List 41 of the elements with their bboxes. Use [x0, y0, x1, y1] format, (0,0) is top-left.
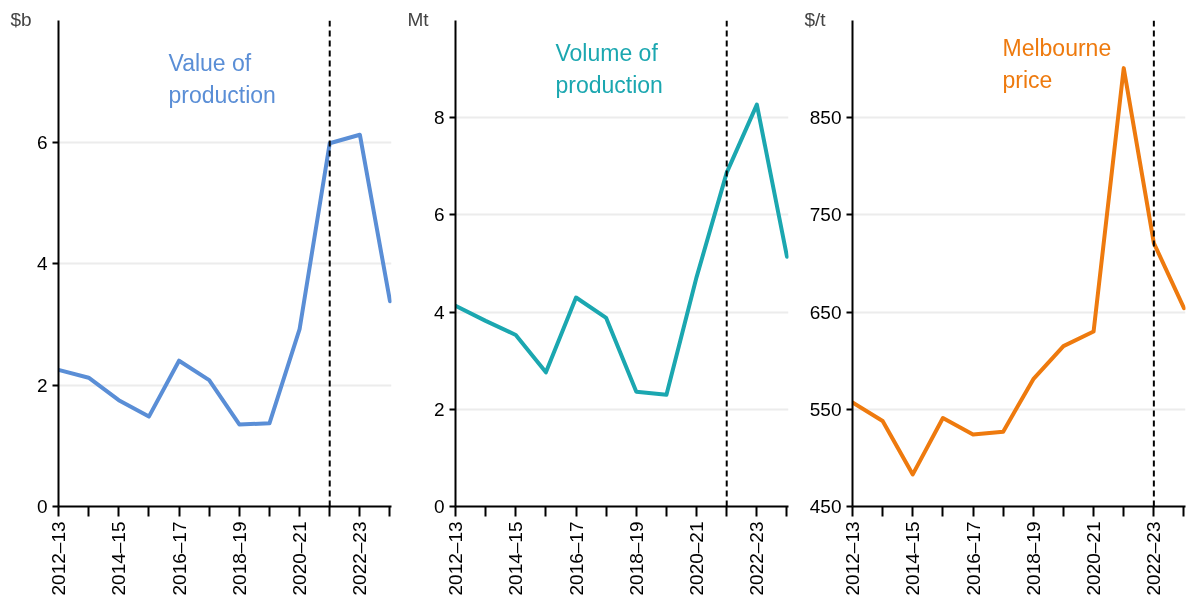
line-series — [852, 66, 1186, 477]
x-tick-label: 2016–17 — [962, 521, 984, 596]
x-tick-label: 2016–17 — [168, 521, 190, 596]
y-tick-label: 6 — [36, 131, 48, 153]
y-tick-label: 2 — [36, 374, 48, 396]
y-tick-label: 4 — [36, 253, 48, 274]
x-tick-label: 2016–17 — [565, 521, 587, 596]
x-tick-label: 2018–19 — [228, 521, 250, 596]
y-tick-label: 4 — [433, 301, 445, 323]
text: Volume of production — [555, 39, 663, 98]
x-tick-label: 2020–21 — [686, 521, 708, 596]
y-tick-label: 0 — [433, 496, 445, 517]
x-tick-label: 2012–13 — [842, 521, 863, 596]
line-series — [58, 132, 392, 427]
y-tick-label: 0 — [36, 496, 48, 517]
y-tick-label: 6 — [433, 204, 445, 226]
y-tick-label: 2 — [433, 398, 445, 420]
series-label: Melbourne price — [1002, 34, 1112, 93]
x-tick-label: 2014–15 — [505, 521, 527, 596]
x-tick-label: 2014–15 — [108, 521, 130, 596]
y-tick-label: 850 — [809, 107, 842, 129]
y-tick-label: 650 — [809, 301, 842, 323]
y-axis-title: Mt — [407, 8, 430, 30]
x-tick-label: 2012–13 — [48, 521, 69, 596]
x-tick-label: 2022–23 — [746, 521, 768, 596]
y-axis-title: $/t — [804, 8, 827, 30]
x-tick-label: 2012–13 — [445, 521, 466, 596]
x-tick-label: 2014–15 — [902, 521, 924, 596]
y-tick-label: 750 — [809, 204, 842, 226]
x-tick-label: 2018–19 — [1022, 521, 1044, 596]
y-tick-label: 550 — [809, 398, 842, 420]
text: Value of production — [168, 49, 276, 108]
y-tick-label: 450 — [809, 496, 842, 517]
x-tick-label: 2022–23 — [1143, 521, 1165, 596]
line-series — [455, 102, 789, 397]
y-axis-title: $b — [10, 8, 32, 30]
x-tick-label: 2020–21 — [289, 521, 311, 596]
x-tick-label: 2022–23 — [349, 521, 371, 596]
x-tick-label: 2018–19 — [625, 521, 647, 596]
y-tick-label: 8 — [433, 107, 445, 129]
x-tick-label: 2020–21 — [1083, 521, 1105, 596]
